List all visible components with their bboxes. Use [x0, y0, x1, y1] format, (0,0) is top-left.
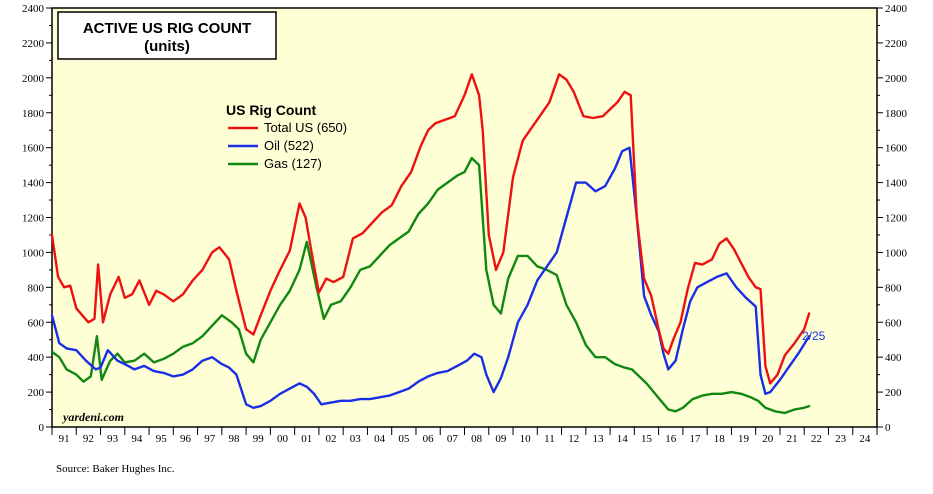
x-tick-label: 21: [787, 433, 798, 445]
watermark: yardeni.com: [61, 410, 124, 424]
y-tick-label-right: 2200: [885, 38, 908, 50]
y-tick-label-left: 1800: [22, 108, 45, 120]
x-tick-label: 93: [107, 433, 119, 445]
x-tick-label: 07: [447, 433, 459, 445]
title-box: ACTIVE US RIG COUNT (units): [57, 11, 277, 60]
x-tick-label: 16: [665, 433, 677, 445]
legend-item-total: Total US (650): [264, 120, 347, 135]
y-tick-label-left: 200: [28, 387, 45, 399]
legend-item-gas: Gas (127): [264, 156, 322, 171]
x-tick-label: 91: [59, 433, 70, 445]
x-tick-label: 24: [859, 433, 871, 445]
y-tick-label-right: 2400: [885, 3, 908, 15]
x-tick-label: 17: [690, 433, 702, 445]
y-tick-label-right: 1800: [885, 108, 908, 120]
x-tick-label: 97: [204, 433, 216, 445]
x-tick-label: 14: [617, 433, 629, 445]
y-tick-label-left: 600: [28, 317, 45, 329]
x-tick-label: 20: [762, 433, 774, 445]
y-tick-label-left: 0: [39, 422, 45, 434]
y-tick-label-left: 1000: [22, 247, 45, 259]
y-tick-label-left: 1600: [22, 143, 45, 155]
x-tick-label: 03: [350, 433, 362, 445]
y-tick-label-left: 800: [28, 282, 45, 294]
y-tick-label-right: 0: [885, 422, 891, 434]
x-tick-label: 12: [568, 433, 579, 445]
x-tick-label: 95: [156, 433, 168, 445]
legend-title: US Rig Count: [226, 102, 317, 118]
source-note: Source: Baker Hughes Inc.: [56, 463, 175, 475]
plot-area: [51, 7, 878, 428]
y-tick-label-right: 200: [885, 387, 902, 399]
x-axis: 91 92 93 94 95 96 97 98 99 00 01 02 03 04 05 06 07 08 09 10…: [51, 427, 878, 445]
x-tick-label: 01: [301, 433, 312, 445]
x-tick-label: 09: [495, 433, 507, 445]
y-axis-left: 0 200 400 600 800 1000 1200 1400 1600 1800 2000 220…: [22, 3, 52, 434]
x-tick-label: 00: [277, 433, 289, 445]
x-tick-label: 98: [228, 433, 240, 445]
x-tick-label: 05: [398, 433, 410, 445]
y-axis-right: 0 200 400 600 800 1000 1200 1400 1600 1800 2000 220…: [877, 3, 908, 434]
x-tick-label: 04: [374, 433, 386, 445]
y-tick-label-left: 2000: [22, 73, 45, 85]
chart-title: ACTIVE US RIG COUNT: [83, 20, 251, 37]
y-tick-label-right: 1000: [885, 247, 908, 259]
x-tick-label: 15: [641, 433, 653, 445]
x-tick-label: 10: [520, 433, 532, 445]
x-tick-label: 94: [131, 433, 143, 445]
x-tick-label: 11: [544, 433, 555, 445]
legend-item-oil: Oil (522): [264, 138, 314, 153]
x-tick-label: 02: [326, 433, 337, 445]
y-tick-label-right: 2000: [885, 73, 908, 85]
plot-background: [51, 7, 878, 428]
end-date-label: 2/25: [802, 329, 826, 343]
x-tick-label: 19: [738, 433, 750, 445]
series-line-gas: [50, 156, 811, 415]
y-tick-label-right: 600: [885, 317, 902, 329]
x-tick-label: 96: [180, 433, 192, 445]
x-tick-label: 06: [423, 433, 435, 445]
series-line-oil: [50, 146, 811, 409]
y-tick-label-left: 400: [28, 352, 45, 364]
y-tick-label-left: 2200: [22, 38, 45, 50]
y-tick-label-right: 800: [885, 282, 902, 294]
x-tick-label: 22: [811, 433, 822, 445]
series-line-total: [50, 73, 811, 385]
y-tick-label-right: 1400: [885, 178, 908, 190]
x-tick-label: 92: [83, 433, 94, 445]
y-tick-label-right: 1200: [885, 213, 908, 225]
y-tick-label-right: 1600: [885, 143, 908, 155]
x-tick-label: 23: [835, 433, 847, 445]
x-tick-label: 99: [253, 433, 265, 445]
chart-subtitle: (units): [144, 38, 190, 55]
legend: US Rig Count Total US (650) Oil (522) Ga…: [226, 102, 347, 171]
x-tick-label: 08: [471, 433, 483, 445]
series-layer: [50, 73, 811, 415]
y-tick-label-left: 1200: [22, 213, 45, 225]
y-tick-label-left: 1400: [22, 178, 45, 190]
x-tick-label: 18: [714, 433, 726, 445]
y-tick-label-left: 2400: [22, 3, 45, 15]
x-tick-label: 13: [592, 433, 604, 445]
y-tick-label-right: 400: [885, 352, 902, 364]
